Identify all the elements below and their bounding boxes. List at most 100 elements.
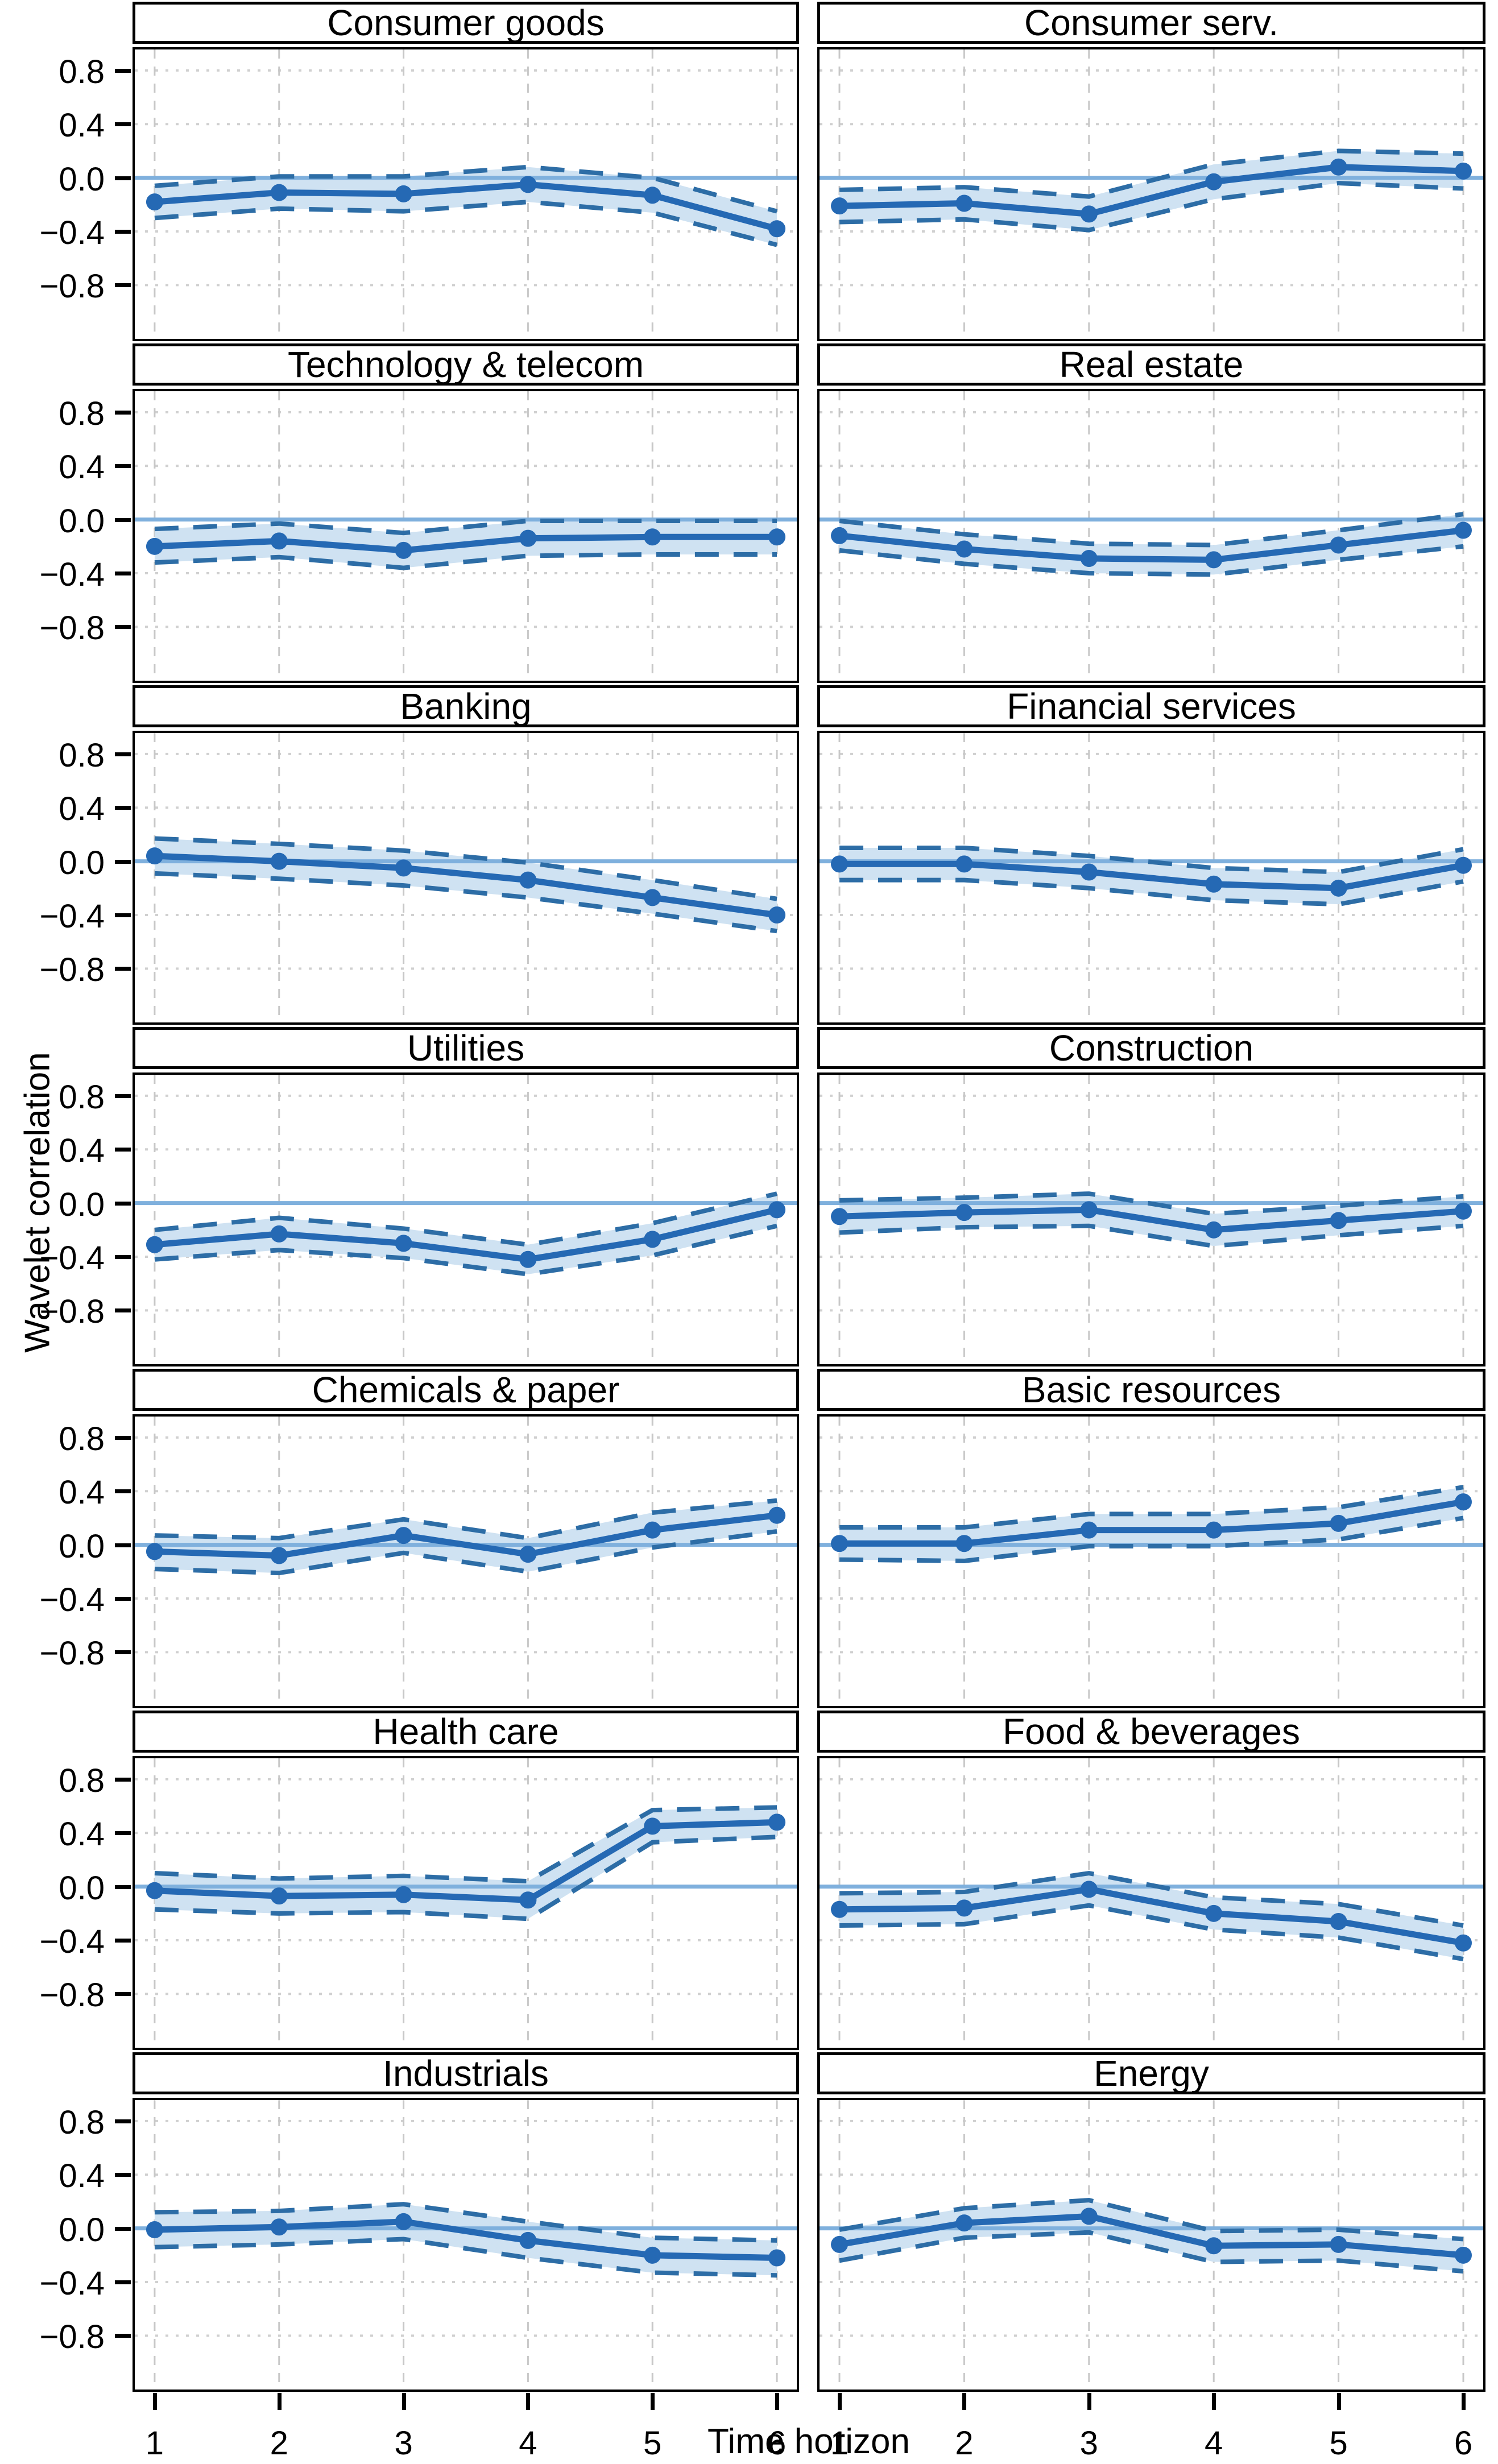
confidence-lower-edge: [839, 544, 1464, 577]
data-point-marker: [1205, 551, 1223, 569]
y-tick-label: 0.4: [59, 449, 105, 486]
x-tick: [775, 2393, 780, 2410]
confidence-lower-edge: [839, 2230, 1464, 2274]
y-tick-label: 0.8: [59, 1078, 105, 1116]
panel-canvas: [135, 1758, 797, 2048]
confidence-upper-edge: [154, 1191, 778, 1247]
facet-panel: Banking: [133, 685, 799, 1025]
facet-panel: Chemicals & paper: [133, 1369, 799, 1708]
y-tick-label: 0.0: [59, 1186, 105, 1223]
y-tick-label: −0.8: [39, 610, 105, 647]
facet-title: Construction: [817, 1027, 1485, 1069]
data-point-marker: [1205, 1904, 1223, 1922]
x-tick: [152, 2393, 157, 2410]
x-axis-title: Time horizon: [707, 2422, 911, 2461]
data-point-marker: [955, 855, 973, 873]
plot-area: [133, 731, 799, 1025]
panel-canvas: [820, 1758, 1483, 2048]
data-point-marker: [831, 527, 849, 544]
data-point-marker: [1205, 875, 1223, 893]
panel-canvas: [135, 733, 797, 1022]
plot-area: [133, 2098, 799, 2392]
x-tick-label: 3: [1079, 2425, 1098, 2462]
data-point-marker: [519, 1546, 537, 1563]
plot-area: [817, 1414, 1485, 1708]
data-point-marker: [644, 528, 661, 546]
facet-title: Financial services: [817, 685, 1485, 727]
facet-title: Real estate: [817, 343, 1485, 386]
data-point-marker: [831, 1535, 849, 1552]
data-point-marker: [1454, 1202, 1472, 1220]
y-tick-label: −0.4: [39, 1581, 105, 1619]
data-point-marker: [955, 1899, 973, 1917]
confidence-lower-edge: [839, 1515, 1464, 1563]
y-tick: [115, 1650, 131, 1655]
data-point-marker: [644, 1817, 661, 1835]
confidence-lower-edge: [154, 1529, 777, 1576]
data-point-marker: [1330, 1912, 1347, 1930]
x-tick-label: 5: [1329, 2425, 1348, 2462]
data-point-marker: [395, 1886, 412, 1903]
correlation-line: [836, 527, 1467, 563]
plot-area: [133, 1414, 799, 1708]
facet-panel: Basic resources: [817, 1369, 1485, 1708]
y-tick-label: 0.0: [59, 160, 105, 198]
confidence-lower-edge: [154, 1834, 777, 1921]
y-tick: [115, 1435, 131, 1440]
confidence-upper-edge: [154, 2202, 777, 2243]
facet-panel: Real estate: [817, 343, 1485, 683]
y-tick-label: 0.4: [59, 1132, 105, 1170]
y-tick: [115, 572, 131, 576]
data-point-marker: [768, 1201, 786, 1219]
data-point-marker: [955, 1204, 973, 1221]
y-tick-label: 0.8: [59, 2103, 105, 2141]
confidence-lower-edge: [154, 200, 778, 247]
data-point-marker: [519, 871, 537, 889]
y-tick: [115, 1148, 131, 1152]
data-point-marker: [1454, 2246, 1472, 2264]
y-tick-label: 0.0: [59, 844, 105, 881]
data-point-marker: [1080, 863, 1098, 881]
panel-canvas: [820, 391, 1483, 681]
y-tick: [115, 464, 131, 469]
data-point-marker: [146, 1543, 163, 1560]
data-point-marker: [1454, 856, 1472, 874]
y-tick: [115, 1094, 131, 1098]
facet-panel: Energy: [817, 2052, 1485, 2392]
y-tick: [115, 967, 131, 971]
data-point-marker: [1330, 2235, 1347, 2253]
data-point-marker: [146, 537, 163, 555]
facet-title: Utilities: [133, 1027, 799, 1069]
data-point-marker: [395, 2213, 412, 2230]
y-tick: [115, 859, 131, 864]
x-tick-label: 4: [519, 2425, 537, 2462]
panel-canvas: [820, 1417, 1483, 1706]
y-tick-label: −0.4: [39, 214, 105, 252]
y-tick-label: 0.4: [59, 1474, 105, 1511]
data-point-marker: [395, 1235, 412, 1252]
x-tick: [277, 2393, 282, 2410]
facet-title: Industrials: [133, 2052, 799, 2094]
facet-panel: Financial services: [817, 685, 1485, 1025]
correlation-line: [836, 860, 1467, 892]
confidence-upper-edge: [154, 1805, 777, 1884]
y-tick-label: −0.4: [39, 2265, 105, 2303]
panel-canvas: [820, 2100, 1483, 2390]
data-point-marker: [1454, 1934, 1472, 1952]
plot-area: [133, 1072, 799, 1366]
data-point-marker: [644, 187, 661, 204]
data-point-marker: [270, 1887, 288, 1905]
plot-area: [817, 731, 1485, 1025]
y-tick-label: −0.8: [39, 1293, 105, 1331]
facet-panel: Industrials: [133, 2052, 799, 2392]
data-point-marker: [1330, 158, 1347, 176]
data-point-marker: [644, 2246, 661, 2264]
confidence-band: [839, 2200, 1463, 2272]
correlation-line: [151, 181, 780, 232]
y-tick: [115, 1597, 131, 1601]
data-point-marker: [1330, 1514, 1347, 1532]
y-tick-label: 0.8: [59, 736, 105, 774]
facet-panel: Consumer serv.: [817, 2, 1485, 341]
data-point-marker: [270, 1547, 288, 1564]
